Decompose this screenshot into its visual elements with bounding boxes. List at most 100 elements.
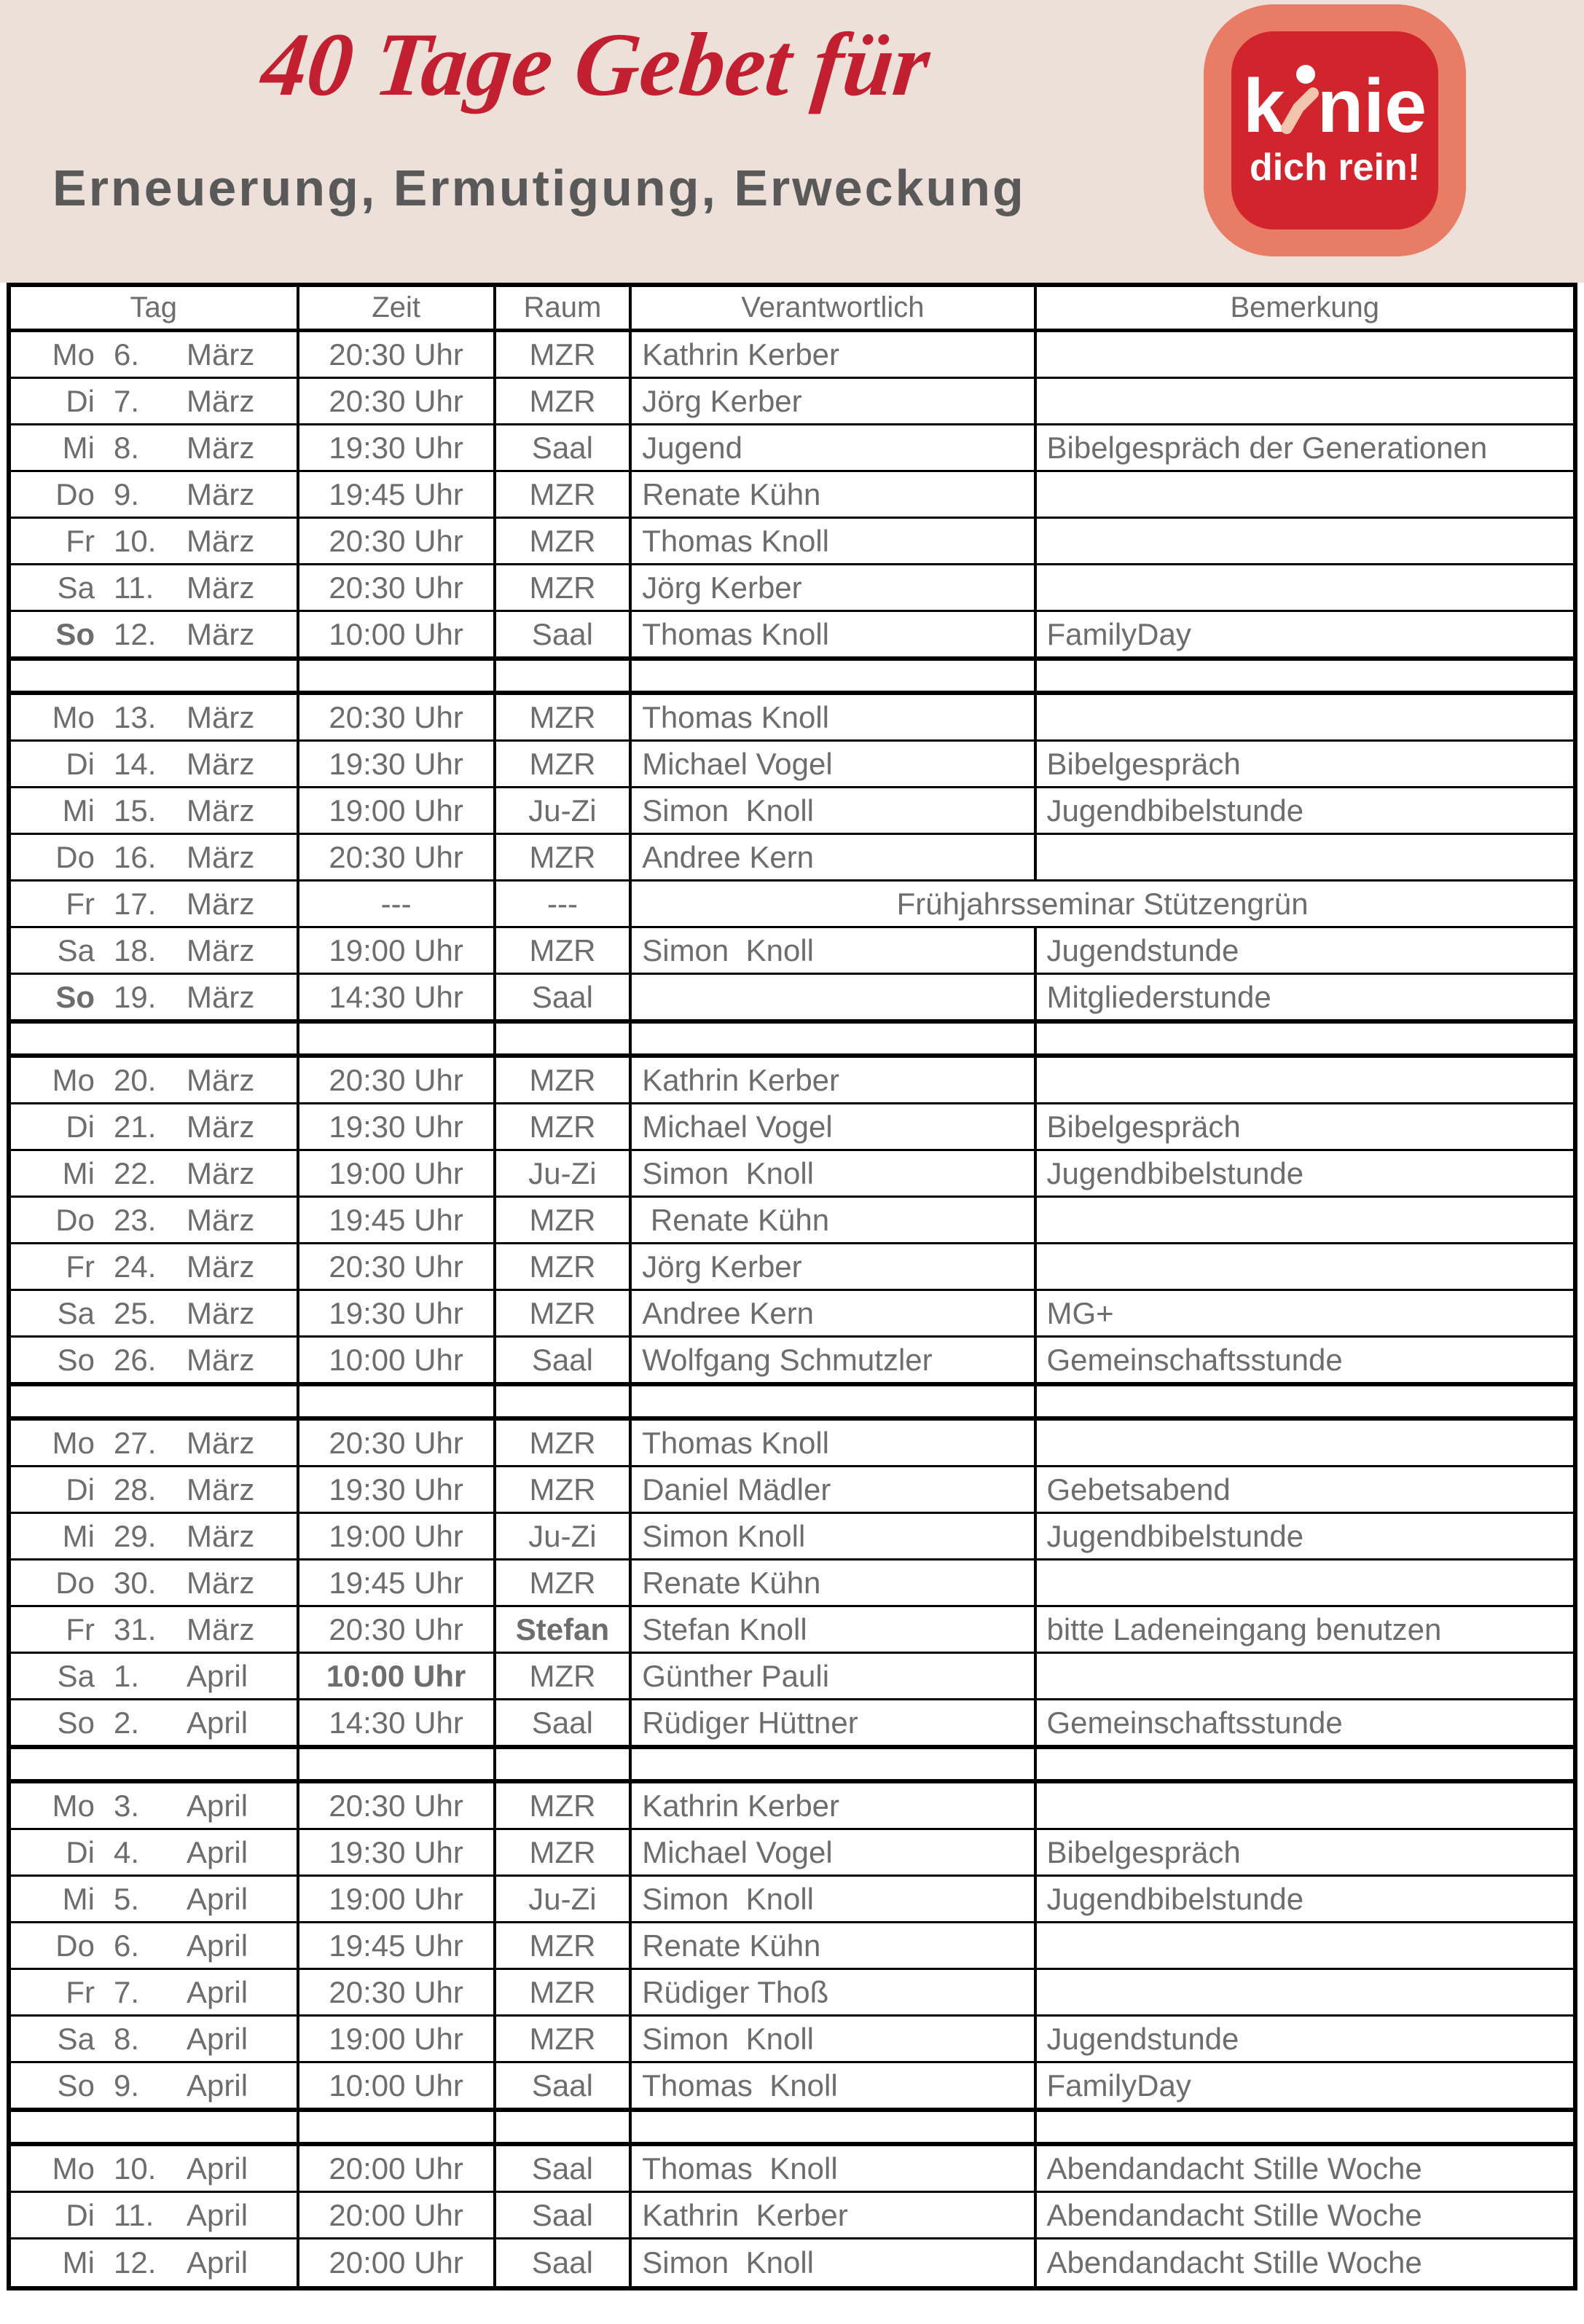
cell-time: 20:30 Uhr	[299, 332, 496, 377]
month-label: März	[187, 1249, 255, 1284]
day-abbrev: Mo	[52, 1425, 95, 1460]
cell-time: ---	[299, 882, 496, 926]
cell-room: Ju-Zi	[496, 788, 632, 833]
schedule-row: So 2. April 14:30 Uhr Saal Rüdiger Hüttner…	[11, 1700, 1573, 1747]
cell-day: Di 4. April	[11, 1830, 299, 1874]
day-number: 21.	[114, 1109, 157, 1144]
column-header-raum: Raum	[496, 287, 632, 329]
schedule-row: Mi 8. März 19:30 Uhr Saal Jugend Bibelgesp…	[11, 425, 1573, 472]
cell-room: Ju-Zi	[496, 1514, 632, 1558]
day-number: 25.	[114, 1295, 157, 1330]
month-label: März	[187, 979, 255, 1014]
kneeling-figure-icon	[1280, 65, 1319, 137]
cell-room: MZR	[496, 1291, 632, 1335]
cell-person: Simon Knoll	[632, 2017, 1037, 2061]
schedule-row: Mi 15. März 19:00 Uhr Ju-Zi Simon Knoll Ju…	[11, 788, 1573, 835]
cell-room: Saal	[496, 2146, 632, 2191]
day-number: 27.	[114, 1425, 157, 1460]
day-number: 9.	[114, 476, 140, 511]
cell-room: Saal	[496, 2193, 632, 2237]
day-abbrev: Mo	[52, 699, 95, 734]
cell-person: Rüdiger Hüttner	[632, 1700, 1037, 1745]
page-header: 40 Tage Gebet für Erneuerung, Ermutigung…	[0, 0, 1584, 283]
cell-note	[1037, 1421, 1573, 1465]
cell-time: 19:30 Uhr	[299, 1830, 496, 1874]
cell-note: Abendandacht Stille Woche	[1046, 2245, 1422, 2280]
cell-person: Renate Kühn	[632, 1198, 1037, 1242]
cell-day: Do 16. März	[11, 835, 299, 879]
month-label: April	[187, 2151, 248, 2186]
cell-note: FamilyDay	[1046, 2068, 1191, 2103]
day-abbrev: Mi	[62, 793, 95, 828]
cell-time: 19:00 Uhr	[299, 2017, 496, 2061]
cell-room: MZR	[496, 1421, 632, 1465]
cell-time: 19:45 Uhr	[299, 1561, 496, 1605]
cell-day: Di 14. März	[11, 742, 299, 786]
schedule-row: Mo 13. März 20:30 Uhr MZR Thomas Knoll	[11, 695, 1573, 742]
schedule-row: Mo 27. März 20:30 Uhr MZR Thomas Knoll	[11, 1421, 1573, 1467]
day-number: 8.	[114, 430, 140, 465]
cell-note: Bibelgespräch	[1046, 1834, 1241, 1869]
cell-person: Simon Knoll	[632, 788, 1037, 833]
cell-room: Saal	[496, 425, 632, 470]
cell-person: Wolfgang Schmutzler	[632, 1338, 1037, 1382]
cell-time: 20:00 Uhr	[299, 2239, 496, 2286]
cell-note: Bibelgespräch der Generationen	[1046, 430, 1488, 465]
cell-time: 20:30 Uhr	[299, 1607, 496, 1652]
cell-note: Jugendbibelstunde	[1046, 793, 1304, 828]
spacer-row	[11, 1747, 1573, 1783]
month-label: März	[187, 886, 255, 921]
cell-room: MZR	[496, 1654, 632, 1698]
cell-time: 19:30 Uhr	[299, 425, 496, 470]
cell-person: Stefan Knoll	[632, 1607, 1037, 1652]
day-abbrev: Di	[66, 1472, 95, 1507]
day-abbrev: So	[55, 979, 95, 1014]
cell-time: 19:30 Uhr	[299, 1291, 496, 1335]
schedule-row: Mo 10. April 20:00 Uhr Saal Thomas Knoll A…	[11, 2146, 1573, 2193]
day-number: 31.	[114, 1612, 157, 1646]
cell-person: Thomas Knoll	[632, 2063, 1037, 2108]
day-number: 11.	[114, 570, 154, 605]
cell-day: So 2. April	[11, 1700, 299, 1745]
cell-note: Bibelgespräch	[1046, 1109, 1241, 1144]
cell-room: MZR	[496, 472, 632, 517]
cell-note: bitte Ladeneingang benutzen	[1046, 1612, 1442, 1646]
month-label: März	[187, 746, 255, 781]
month-label: März	[187, 337, 255, 372]
cell-day: Fr 10. März	[11, 519, 299, 563]
cell-person	[632, 975, 1037, 1019]
cell-day: Di 11. April	[11, 2193, 299, 2237]
schedule-row: Fr 31. März 20:30 Uhr Stefan Stefan Knoll …	[11, 1607, 1573, 1654]
cell-note	[1037, 695, 1573, 739]
day-number: 22.	[114, 1155, 157, 1190]
cell-person: Andree Kern	[632, 835, 1037, 879]
cell-person: Jörg Kerber	[632, 1244, 1037, 1289]
column-header-zeit: Zeit	[299, 287, 496, 329]
cell-day: Mi 22. März	[11, 1151, 299, 1196]
cell-person: Jugend	[632, 425, 1037, 470]
day-number: 20.	[114, 1062, 157, 1097]
cell-room: MZR	[496, 928, 632, 973]
month-label: März	[187, 793, 255, 828]
day-abbrev: Do	[55, 476, 95, 511]
seminar-row: Fr 17. März --- --- Frühjahrsseminar Stütz…	[11, 882, 1573, 928]
cell-person: Michael Vogel	[632, 1104, 1037, 1149]
day-number: 11.	[114, 2197, 154, 2232]
cell-room: Saal	[496, 2239, 632, 2286]
schedule-row: Mi 5. April 19:00 Uhr Ju-Zi Simon Knoll Ju…	[11, 1877, 1573, 1923]
cell-room: MZR	[496, 1058, 632, 1102]
day-number: 4.	[114, 1834, 140, 1869]
cell-day: Fr 7. April	[11, 1970, 299, 2014]
cell-room: MZR	[496, 332, 632, 377]
cell-person: Kathrin Kerber	[632, 2193, 1037, 2237]
cell-person: Renate Kühn	[632, 1923, 1037, 1968]
month-label: April	[187, 1788, 248, 1823]
day-number: 6.	[114, 1928, 140, 1963]
cell-day: Mi 8. März	[11, 425, 299, 470]
cell-day: Mi 29. März	[11, 1514, 299, 1558]
table-header-row: Tag Zeit Raum Verantwortlich Bemerkung	[11, 287, 1573, 332]
cell-time: 20:30 Uhr	[299, 1970, 496, 2014]
month-label: April	[187, 2197, 248, 2232]
cell-room: MZR	[496, 835, 632, 879]
cell-person: Michael Vogel	[632, 1830, 1037, 1874]
